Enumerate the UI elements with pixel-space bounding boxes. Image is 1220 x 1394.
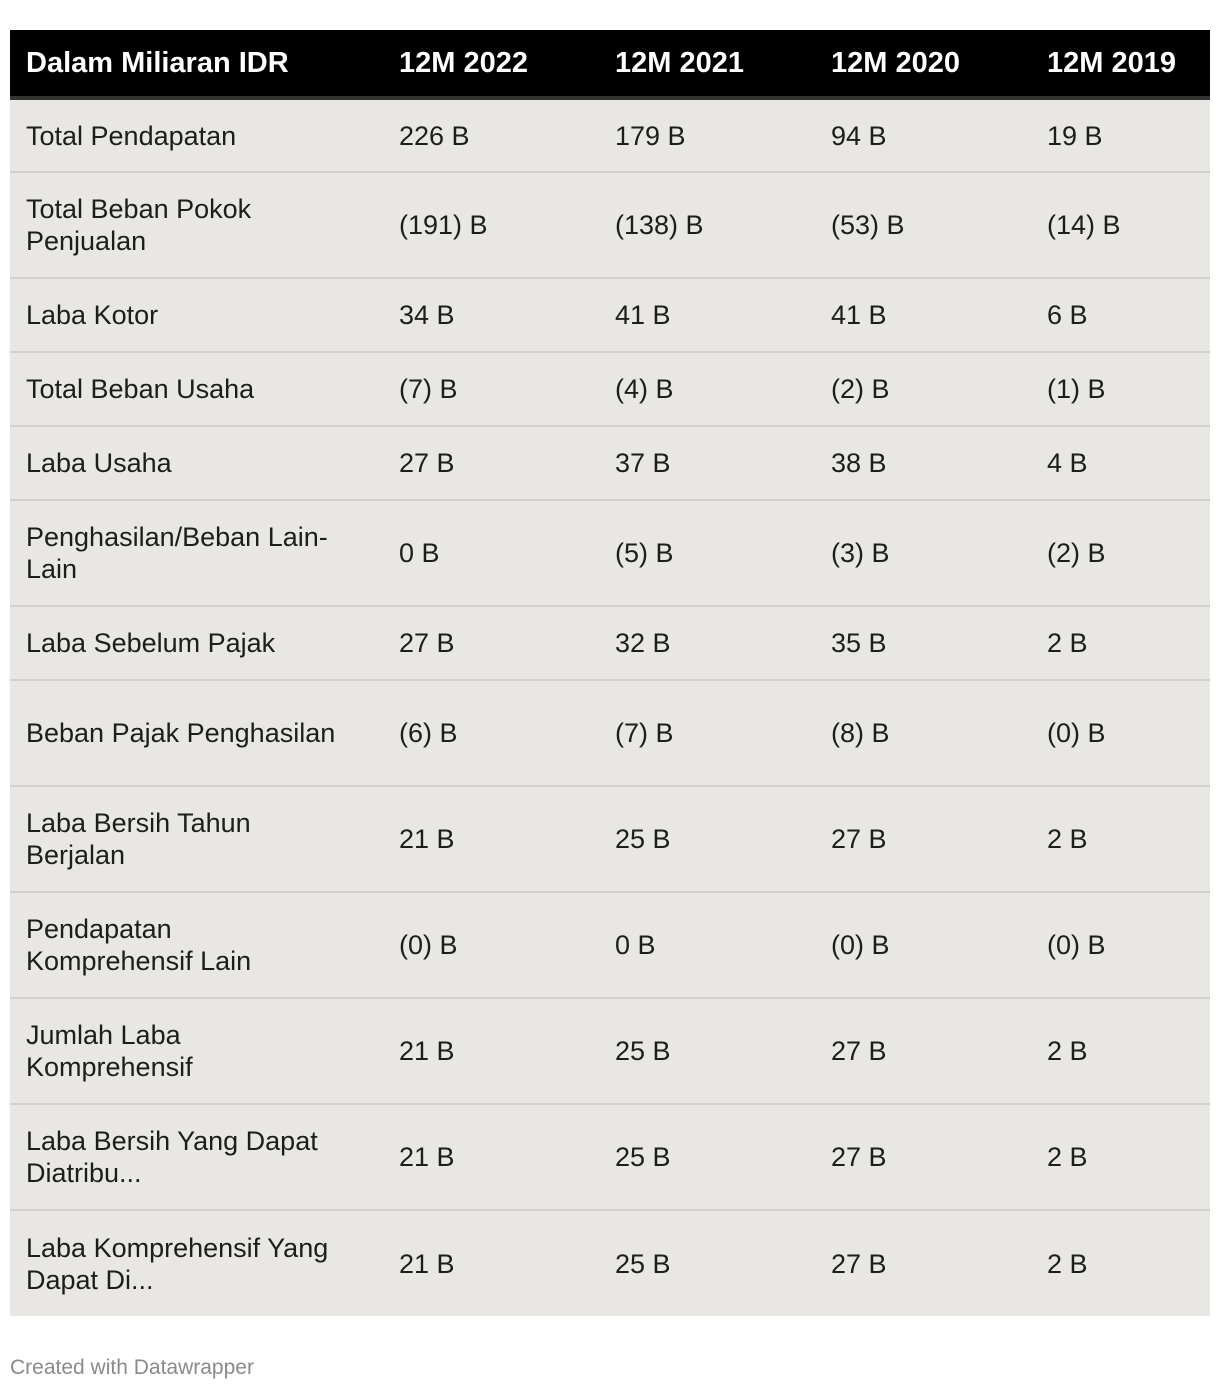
table-cell: 21 B: [383, 786, 599, 893]
table-cell: (3) B: [815, 500, 1031, 607]
table-cell: (0) B: [383, 892, 599, 999]
column-header: 12M 2019: [1031, 30, 1210, 100]
table-cell: 41 B: [599, 278, 815, 353]
table-row: Laba Bersih Yang Dapat Diatribu... 21 B …: [10, 1104, 1210, 1211]
row-label: Total Pendapatan: [10, 98, 383, 173]
row-label: Beban Pajak Penghasilan: [10, 680, 383, 787]
table-cell: 2 B: [1031, 1104, 1210, 1211]
table-cell: 2 B: [1031, 786, 1210, 893]
table-cell: (7) B: [599, 680, 815, 787]
datawrapper-credit: Created with Datawrapper: [10, 1356, 254, 1379]
table-row: Laba Kotor 34 B 41 B 41 B 6 B: [10, 278, 1210, 353]
table-cell: 25 B: [615, 1248, 671, 1279]
table-cell: 27 B: [815, 786, 1031, 893]
row-label: Jumlah Laba Komprehensif: [10, 998, 383, 1105]
table-cell: (14) B: [1031, 172, 1210, 279]
table-cell: 94 B: [815, 98, 1031, 173]
table-row: Laba Sebelum Pajak 27 B 32 B 35 B 2 B: [10, 606, 1210, 681]
table-cell: (5) B: [599, 500, 815, 607]
table-cell: 0 B: [383, 500, 599, 607]
table-cell: 27 B: [815, 1104, 1031, 1211]
table-cell: 27 B: [831, 1248, 887, 1279]
table-cell: 21 B: [383, 1104, 599, 1211]
table-cell: 21 B: [399, 1248, 455, 1279]
table-cell: 27 B: [383, 426, 599, 501]
row-label: Total Beban Usaha: [10, 352, 383, 427]
table-row: Beban Pajak Penghasilan (6) B (7) B (8) …: [10, 680, 1210, 787]
table-row: Laba Komprehensif Yang Dapat Di... 21 B …: [10, 1210, 1210, 1316]
table-cell: 6 B: [1031, 278, 1210, 353]
table-cell: 226 B: [383, 98, 599, 173]
table-cell: (2) B: [815, 352, 1031, 427]
table-cell: 19 B: [1031, 98, 1210, 173]
row-label: Laba Sebelum Pajak: [10, 606, 383, 681]
table-cell: (7) B: [383, 352, 599, 427]
table-row: Penghasilan/Beban Lain-Lain 0 B (5) B (3…: [10, 500, 1210, 607]
table-cell: (0) B: [1031, 892, 1210, 999]
column-header: 12M 2020: [815, 30, 1031, 100]
row-label: Laba Kotor: [10, 278, 383, 353]
table-cell: (138) B: [599, 172, 815, 279]
table-row: Laba Bersih Tahun Berjalan 21 B 25 B 27 …: [10, 786, 1210, 893]
row-label: Pendapatan Komprehensif Lain: [10, 892, 383, 999]
table-cell: 34 B: [383, 278, 599, 353]
table-cell: (8) B: [815, 680, 1031, 787]
table-row: Total Beban Pokok Penjualan (191) B (138…: [10, 172, 1210, 279]
table-cell: (6) B: [383, 680, 599, 787]
column-header: 12M 2021: [599, 30, 815, 100]
financial-table-container: Dalam Miliaran IDR 12M 2022 12M 2021 12M…: [10, 30, 1210, 1316]
table-header-row: Dalam Miliaran IDR 12M 2022 12M 2021 12M…: [10, 30, 1210, 100]
row-label: Laba Bersih Tahun Berjalan: [10, 786, 383, 893]
table-cell: 27 B: [815, 998, 1031, 1105]
column-header: Dalam Miliaran IDR: [10, 30, 383, 100]
table-cell: (0) B: [815, 892, 1031, 999]
table-cell: (0) B: [1031, 680, 1210, 787]
table-cell: (2) B: [1031, 500, 1210, 607]
table-cell: 35 B: [815, 606, 1031, 681]
table-cell: 21 B: [383, 998, 599, 1105]
row-label: Laba Komprehensif Yang Dapat Di...: [26, 1232, 329, 1295]
table-row: Laba Usaha 27 B 37 B 38 B 4 B: [10, 426, 1210, 501]
table-cell: 32 B: [599, 606, 815, 681]
table-cell: 37 B: [599, 426, 815, 501]
row-label: Penghasilan/Beban Lain-Lain: [10, 500, 383, 607]
table-cell: 0 B: [599, 892, 815, 999]
table-cell: 2 B: [1047, 1248, 1088, 1279]
financial-table: Dalam Miliaran IDR 12M 2022 12M 2021 12M…: [10, 30, 1210, 1316]
table-row: Jumlah Laba Komprehensif 21 B 25 B 27 B …: [10, 998, 1210, 1105]
row-label: Laba Bersih Yang Dapat Diatribu...: [10, 1104, 383, 1211]
table-cell: 25 B: [599, 998, 815, 1105]
table-cell: 27 B: [383, 606, 599, 681]
row-label: Total Beban Pokok Penjualan: [10, 172, 383, 279]
table-cell: 38 B: [815, 426, 1031, 501]
table-cell: 41 B: [815, 278, 1031, 353]
table-cell: 2 B: [1031, 606, 1210, 681]
column-header: 12M 2022: [383, 30, 599, 100]
table-cell: (191) B: [383, 172, 599, 279]
table-cell: 2 B: [1031, 998, 1210, 1105]
table-cell: (53) B: [815, 172, 1031, 279]
table-cell: (1) B: [1031, 352, 1210, 427]
table-cell: 179 B: [599, 98, 815, 173]
table-row: Total Pendapatan 226 B 179 B 94 B 19 B: [10, 98, 1210, 173]
table-cell: 4 B: [1031, 426, 1210, 501]
table-cell: (4) B: [599, 352, 815, 427]
table-row: Pendapatan Komprehensif Lain (0) B 0 B (…: [10, 892, 1210, 999]
table-row: Total Beban Usaha (7) B (4) B (2) B (1) …: [10, 352, 1210, 427]
table-cell: 25 B: [599, 786, 815, 893]
table-cell: 25 B: [599, 1104, 815, 1211]
row-label: Laba Usaha: [10, 426, 383, 501]
